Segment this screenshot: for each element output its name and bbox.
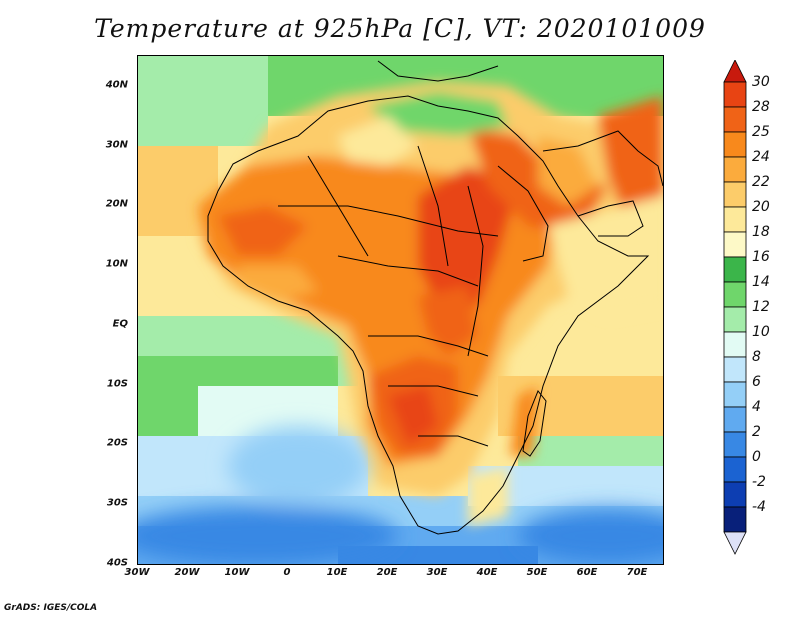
colorbar-swatch bbox=[723, 231, 747, 258]
longitude-label: 60E bbox=[576, 567, 598, 578]
longitude-label: 70E bbox=[626, 567, 648, 578]
colorbar-swatch bbox=[723, 281, 747, 308]
colorbar-swatch bbox=[723, 456, 747, 483]
colorbar-swatch bbox=[723, 381, 747, 408]
colorbar-tick-label: 14 bbox=[752, 274, 770, 290]
temperature-map bbox=[138, 56, 663, 564]
land-field bbox=[198, 81, 663, 526]
longitude-label: 30W bbox=[124, 567, 150, 578]
colorbar-tick-label: 20 bbox=[752, 199, 770, 215]
longitude-label: 30E bbox=[426, 567, 448, 578]
coastlines bbox=[207, 60, 663, 535]
credit-text: GrADS: IGES/COLA bbox=[4, 603, 98, 613]
longitude-label: 10E bbox=[326, 567, 348, 578]
colorbar-swatch bbox=[723, 306, 747, 333]
latitude-label: 10S bbox=[106, 378, 128, 390]
colorbar-tick-label: -4 bbox=[752, 499, 766, 515]
longitude-label: 50E bbox=[526, 567, 548, 578]
colorbar-tick-label: 30 bbox=[752, 74, 770, 90]
colorbar-tick-label: 4 bbox=[752, 399, 761, 415]
latitude-label: 20S bbox=[106, 437, 128, 449]
latitude-label: 40N bbox=[105, 79, 128, 91]
colorbar-tick-label: 10 bbox=[752, 324, 770, 340]
longitude-label: 20W bbox=[174, 567, 200, 578]
colorbar-swatch bbox=[723, 106, 747, 133]
colorbar-swatch bbox=[723, 431, 747, 458]
colorbar-swatch bbox=[723, 506, 747, 533]
latitude-label: 10N bbox=[105, 258, 128, 270]
colorbar-tick-label: 2 bbox=[752, 424, 761, 440]
colorbar-tick-label: 24 bbox=[752, 149, 770, 165]
colorbar-tick-label: 25 bbox=[752, 124, 770, 140]
longitude-label: 20E bbox=[376, 567, 398, 578]
colorbar-swatch bbox=[723, 81, 747, 108]
colorbar bbox=[723, 60, 747, 555]
colorbar-tick-label: -2 bbox=[752, 474, 766, 490]
colorbar-tick-label: 18 bbox=[752, 224, 770, 240]
latitude-label: EQ bbox=[112, 318, 128, 330]
colorbar-swatch bbox=[723, 331, 747, 358]
colorbar-swatch bbox=[723, 206, 747, 233]
southern-ocean-cold bbox=[138, 426, 663, 564]
longitude-label: 10W bbox=[224, 567, 250, 578]
colorbar-tick-label: 0 bbox=[752, 449, 761, 465]
colorbar-tick-label: 12 bbox=[752, 299, 770, 315]
latitude-label: 40S bbox=[106, 557, 128, 569]
colorbar-swatch bbox=[723, 356, 747, 383]
colorbar-tick-label: 22 bbox=[752, 174, 770, 190]
colorbar-tick-label: 28 bbox=[752, 99, 770, 115]
longitude-label: 40E bbox=[476, 567, 498, 578]
colorbar-swatch bbox=[723, 156, 747, 183]
colorbar-bottom-triangle bbox=[723, 531, 747, 555]
colorbar-swatch bbox=[723, 406, 747, 433]
colorbar-swatch bbox=[723, 181, 747, 208]
colorbar-tick-label: 6 bbox=[752, 374, 761, 390]
colorbar-top-triangle bbox=[723, 60, 747, 83]
latitude-label: 30N bbox=[105, 139, 128, 151]
latitude-label: 30S bbox=[106, 497, 128, 509]
colorbar-tick-label: 16 bbox=[752, 249, 770, 265]
colorbar-swatch bbox=[723, 481, 747, 508]
latitude-label: 20N bbox=[105, 198, 128, 210]
chart-title: Temperature at 925hPa [C], VT: 202010100… bbox=[94, 14, 706, 43]
longitude-label: 0 bbox=[283, 567, 291, 578]
colorbar-swatch bbox=[723, 131, 747, 158]
colorbar-tick-label: 8 bbox=[752, 349, 761, 365]
map-panel bbox=[137, 55, 664, 565]
colorbar-swatch bbox=[723, 256, 747, 283]
